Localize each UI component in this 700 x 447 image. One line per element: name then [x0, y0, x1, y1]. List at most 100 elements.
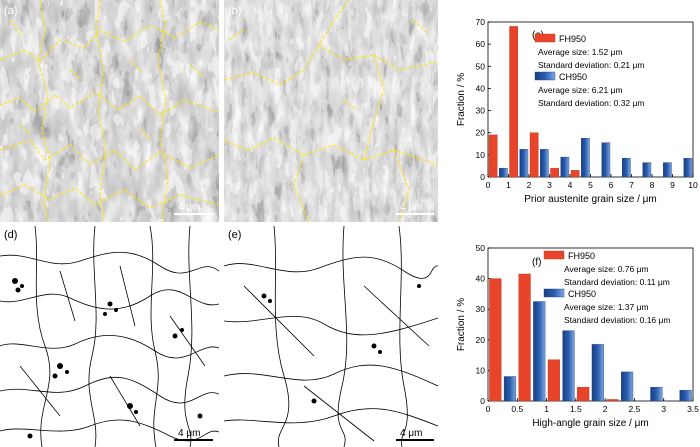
micrograph-a: (a) 4 μm: [0, 0, 219, 222]
fine-grain-clusters: [12, 278, 203, 439]
y-tick-label: 10: [476, 365, 486, 375]
panel-label: (d): [4, 229, 17, 241]
y-tick-label: 30: [476, 106, 486, 116]
panel-label: (b): [228, 5, 241, 17]
x-tick-label: 8: [650, 180, 655, 190]
y-tick-label: 0: [480, 172, 485, 182]
legend-swatch-fh950: [543, 250, 565, 260]
prior-austenite-boundaries: [224, 0, 438, 222]
legend-average: Average size: 6.21 μm: [538, 85, 623, 95]
x-tick-label: 3: [661, 404, 666, 414]
legend-swatch-ch950: [543, 288, 565, 298]
prior-austenite-boundaries: [0, 0, 219, 222]
ch950-bar: [591, 344, 604, 402]
y-tick-label: 60: [476, 39, 486, 49]
legend-name: CH950: [568, 289, 596, 299]
histogram-c: 0 10 20 30 40 50 60 70 0 1 2 3 4 5 6 7 8 9 10 Prior austeni…: [440, 0, 700, 222]
legend-name: FH950: [568, 251, 595, 261]
high-angle-boundaries: [0, 226, 219, 447]
y-tick-label: 50: [476, 243, 486, 253]
ch950-bar: [499, 167, 508, 178]
legend-sd: Standard deviation: 0.16 μm: [564, 315, 671, 325]
x-tick-label: 1: [506, 180, 511, 190]
legend-average: Average size: 0.76 μm: [564, 264, 649, 274]
fh950-bar: [488, 134, 498, 178]
y-tick-label: 40: [476, 274, 486, 284]
high-angle-boundaries: [224, 226, 438, 447]
panel-label: (f): [532, 257, 541, 268]
scale-bar-label: 4 μm: [400, 428, 422, 439]
x-tick-label: 10: [688, 180, 698, 190]
legend-sd: Standard deviation: 0.32 μm: [538, 98, 645, 108]
x-tick-label: 1.5: [570, 404, 582, 414]
legend-swatch-ch950: [534, 71, 556, 81]
y-tick-label: 20: [476, 335, 486, 345]
x-tick-label: 2: [527, 180, 532, 190]
fh950-bar: [518, 273, 531, 402]
fh950-bar: [570, 170, 580, 178]
ch950-bar: [562, 330, 575, 402]
ch950-bar: [533, 301, 546, 402]
ch950-bar: [519, 149, 529, 178]
legend-swatch-fh950: [534, 33, 556, 43]
fh950-bar: [489, 278, 502, 402]
ch950-bar: [621, 371, 634, 402]
grain-map-d: (d) 4 μm: [0, 226, 219, 447]
y-tick-label: 20: [476, 128, 486, 138]
x-tick-label: 0.5: [511, 404, 523, 414]
scale-bar-label: 4 μm: [178, 202, 200, 213]
chart-f-svg: 0 10 20 30 40 50 0 0.5 1 1.5 2 2.5 3 3.5 High-angle gr…: [456, 243, 699, 429]
ch950-bar: [650, 387, 663, 402]
x-tick-label: 0: [486, 404, 491, 414]
ch950-bar: [503, 376, 517, 402]
ch950-bar: [560, 156, 570, 178]
fh950-bar: [509, 26, 518, 178]
chart-c-svg: 0 10 20 30 40 50 60 70 0 1 2 3 4 5 6 7 8 9 10 Prior austeni…: [456, 17, 698, 205]
y-tick-label: 40: [476, 83, 486, 93]
legend-sd: Standard deviation: 0.11 μm: [564, 277, 670, 287]
x-tick-label: 5: [588, 180, 593, 190]
micrograph-b: (b) 4 μm: [224, 0, 438, 222]
x-tick-label: 3: [547, 180, 552, 190]
y-tick-label: 70: [476, 17, 486, 27]
fh950-bar: [550, 167, 559, 178]
legend-average: Average size: 1.37 μm: [564, 302, 649, 312]
histogram-f: 0 10 20 30 40 50 0 0.5 1 1.5 2 2.5 3 3.5 High-angle gr…: [440, 226, 700, 447]
ch950-bar: [622, 157, 631, 178]
x-axis-label: Prior austenite grain size / μm: [524, 194, 656, 205]
fine-grain-clusters: [261, 284, 421, 404]
x-tick-label: 6: [609, 180, 614, 190]
ch950-bar: [642, 162, 652, 178]
fh950-bar: [577, 387, 590, 402]
x-axis-label: High-angle grain size / μm: [532, 418, 648, 429]
x-tick-label: 3.5: [687, 404, 699, 414]
fh950-bar: [529, 132, 539, 178]
ch950-bar: [540, 149, 549, 178]
legend-name: CH950: [559, 72, 587, 82]
x-tick-label: 1: [544, 404, 549, 414]
x-tick-label: 4: [568, 180, 573, 190]
ch950-bar: [601, 142, 611, 178]
x-tick-label: 0: [486, 180, 491, 190]
legend-average: Average size: 1.52 μm: [538, 47, 623, 57]
x-tick-label: 2: [603, 404, 608, 414]
y-tick-label: 30: [476, 304, 486, 314]
x-tick-label: 9: [670, 180, 675, 190]
ch950-bar: [663, 162, 672, 178]
x-tick-label: 2.5: [629, 404, 641, 414]
y-tick-label: 50: [476, 61, 486, 71]
fh950-bar: [606, 399, 619, 402]
grain-map-e: (e) 4 μm: [224, 226, 438, 447]
scale-bar-label: 4 μm: [178, 428, 200, 439]
y-axis-label: Fraction / %: [456, 298, 467, 351]
panel-label: (a): [4, 5, 17, 17]
micrograph-texture: [224, 0, 438, 222]
micrograph-texture: [0, 0, 219, 222]
ch950-bar: [683, 157, 693, 178]
panel-label: (e): [228, 229, 241, 241]
legend-sd: Standard deviation: 0.21 μm: [538, 60, 645, 70]
y-tick-label: 0: [480, 396, 485, 406]
legend-name: FH950: [559, 34, 586, 44]
y-axis-label: Fraction / %: [456, 73, 467, 126]
plot-frame: [487, 247, 694, 402]
